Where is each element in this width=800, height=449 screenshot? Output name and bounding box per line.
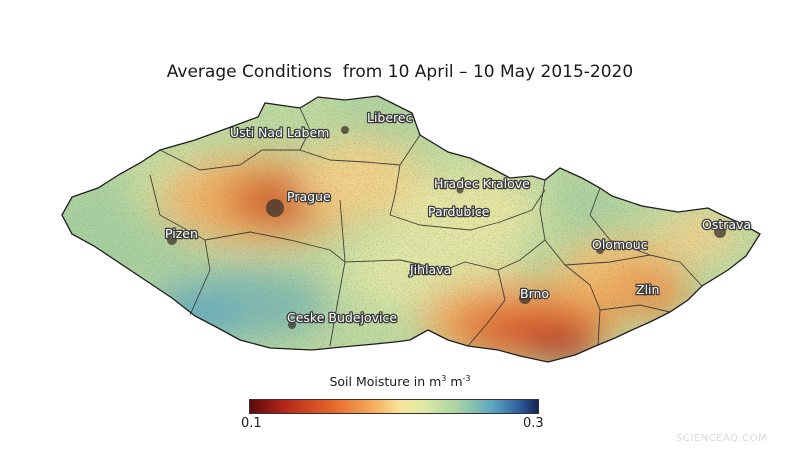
city-label-pizen: Pizen: [165, 226, 198, 241]
city-label-ceske: Ceske Budejovice: [287, 310, 397, 325]
city-label-brno: Brno: [520, 286, 549, 301]
legend-color-bar: [249, 399, 539, 414]
legend-min-label: 0.1: [241, 416, 262, 431]
urban-areas: [167, 114, 726, 329]
legend-title: Soil Moisture in m3 m-3: [329, 374, 471, 390]
city-label-hradec: Hradec Kralove: [434, 176, 530, 191]
city-label-liberec: Liberec: [367, 110, 413, 125]
city-label-ostrava: Ostrava: [702, 217, 751, 232]
region-borders: [149, 107, 703, 347]
legend-max-label: 0.3: [523, 416, 544, 431]
city-label-jihlava: Jihlava: [409, 262, 451, 277]
city-labels: Liberec Usti Nad Labem Hradec Kralove Pr…: [164, 109, 753, 327]
map-title: Average Conditions from 10 April – 10 Ma…: [166, 62, 634, 82]
city-label-usti: Usti Nad Labem: [230, 125, 329, 140]
watermark: SCIENCEAQ.COM: [676, 433, 768, 444]
city-label-zlin: Zlin: [636, 282, 659, 297]
city-label-prague: Prague: [287, 189, 331, 204]
city-label-pardubice: Pardubice: [428, 204, 490, 219]
city-label-olomouc: Olomouc: [592, 237, 648, 252]
